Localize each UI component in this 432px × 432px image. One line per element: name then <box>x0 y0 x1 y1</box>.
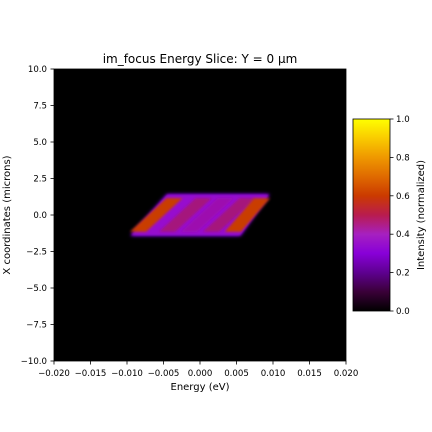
x-tick-label: 0.010 <box>261 369 286 379</box>
y-tick-label: 7.5 <box>33 102 47 112</box>
x-axis: −0.020 −0.015 −0.010 −0.005 0.000 0.005 0.010 0… <box>38 361 358 379</box>
feature-stripe-5 <box>224 198 271 232</box>
feature-stripe-2 <box>159 198 212 232</box>
y-axis-label: X coordinates (microns) <box>2 155 13 274</box>
colorbar-tick-label: 0.8 <box>396 153 410 163</box>
y-axis: 10.0 7.5 5.0 2.5 0.0 −2.5 −5.0 −7.5 −10.0 <box>21 65 54 367</box>
heatmap-marks <box>129 194 271 236</box>
x-axis-label: Energy (eV) <box>171 382 230 393</box>
y-tick-label: −2.5 <box>26 248 47 258</box>
x-tick-label: −0.005 <box>148 369 180 379</box>
colorbar-tick-label: 0.2 <box>396 269 410 279</box>
feature-stripe-3 <box>181 198 234 232</box>
x-tick-label: 0.005 <box>224 369 249 379</box>
x-tick-label: −0.015 <box>75 369 107 379</box>
colorbar-label: Intensity (normalized) <box>416 160 427 270</box>
x-tick-label: 0.020 <box>334 369 359 379</box>
y-tick-label: −5.0 <box>26 284 47 294</box>
x-tick-label: −0.010 <box>111 369 143 379</box>
colorbar-tick-label: 0.6 <box>396 192 410 202</box>
colorbar: 0.0 0.2 0.4 0.6 0.8 1.0 Intensity (normalized… <box>352 115 427 317</box>
colorbar-tick-label: 1.0 <box>396 115 410 125</box>
y-tick-label: 0.0 <box>33 211 47 221</box>
colorbar-gradient <box>352 118 391 312</box>
y-tick-label: 2.5 <box>33 175 47 185</box>
colorbar-ticks: 0.0 0.2 0.4 0.6 0.8 1.0 <box>390 115 410 317</box>
y-tick-label: 5.0 <box>33 138 47 148</box>
chart-title: im_focus Energy Slice: Y = 0 µm <box>103 52 298 66</box>
plot-area <box>53 68 347 362</box>
feature-stripe-4 <box>202 198 256 232</box>
feature-stripe-1 <box>129 198 183 232</box>
x-tick-label: 0.000 <box>188 369 213 379</box>
x-tick-label: 0.015 <box>297 369 322 379</box>
y-tick-label: 10.0 <box>28 65 47 75</box>
colorbar-tick-label: 0.4 <box>396 230 410 240</box>
y-tick-label: −10.0 <box>21 357 47 367</box>
colorbar-tick-label: 0.0 <box>396 307 410 317</box>
y-tick-label: −7.5 <box>26 321 47 331</box>
x-tick-label: −0.020 <box>38 369 70 379</box>
